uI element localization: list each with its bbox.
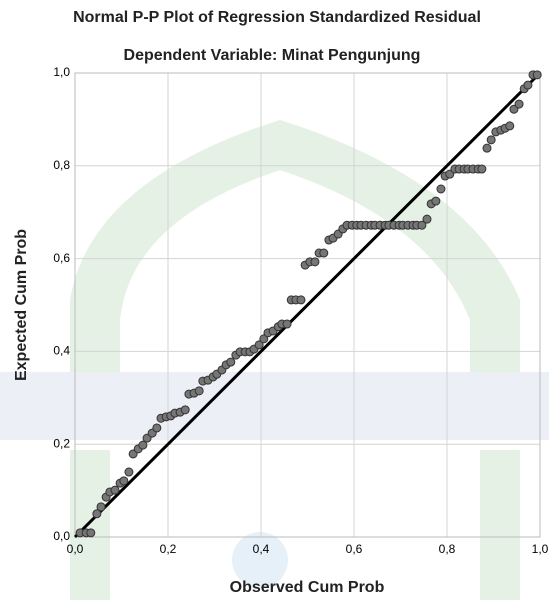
- point: [477, 164, 487, 174]
- point: [505, 121, 515, 131]
- x-tick-label: 0,6: [346, 542, 363, 556]
- y-tick-label: 1,0: [53, 65, 70, 79]
- point: [282, 319, 292, 329]
- point: [523, 80, 533, 90]
- point: [259, 334, 269, 344]
- point: [514, 99, 524, 109]
- point: [431, 196, 441, 206]
- y-axis-label: Expected Cum Prob: [13, 229, 30, 381]
- watermark: [0, 120, 549, 600]
- point: [194, 386, 204, 396]
- y-tick-label: 0,4: [53, 344, 70, 358]
- plot-frame: [74, 72, 541, 538]
- chart-title: Normal P-P Plot of Regression Standardiz…: [73, 9, 481, 26]
- point: [436, 184, 446, 194]
- point: [138, 440, 148, 450]
- point: [180, 405, 190, 415]
- point: [92, 509, 102, 519]
- point: [86, 528, 96, 538]
- y-tick-label: 0,8: [53, 158, 70, 172]
- point: [417, 220, 427, 230]
- x-tick-label: 0,2: [160, 542, 177, 556]
- point: [482, 143, 492, 153]
- point: [310, 257, 320, 267]
- x-axis-label: Observed Cum Prob: [230, 579, 385, 596]
- x-tick-label: 0,0: [67, 542, 84, 556]
- point: [96, 502, 106, 512]
- point: [124, 467, 134, 477]
- point: [110, 485, 120, 495]
- reference-line: [73, 71, 542, 539]
- x-tick-label: 0,4: [253, 542, 270, 556]
- x-tick-label: 1,0: [532, 542, 549, 556]
- chart-subtitle: Dependent Variable: Minat Pengunjung: [124, 47, 421, 64]
- point: [254, 340, 264, 350]
- point: [422, 214, 432, 224]
- point: [319, 248, 329, 258]
- point: [486, 135, 496, 145]
- point: [152, 423, 162, 433]
- point: [119, 476, 129, 486]
- x-tick-label: 0,8: [439, 542, 456, 556]
- point: [532, 70, 542, 80]
- y-tick-label: 0,0: [53, 529, 70, 543]
- y-tick-label: 0,6: [53, 251, 70, 265]
- point: [296, 295, 306, 305]
- y-tick-label: 0,2: [53, 436, 70, 450]
- point: [226, 357, 236, 367]
